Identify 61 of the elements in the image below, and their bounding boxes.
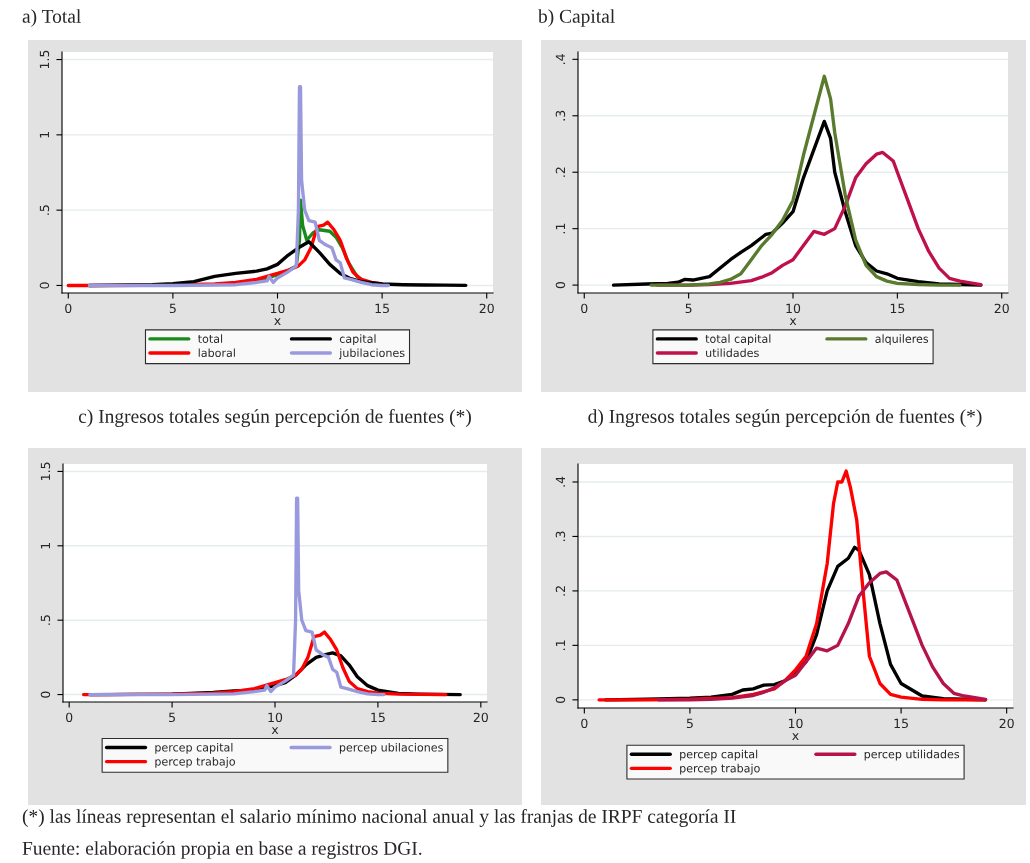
x-tick-label: 5 — [685, 303, 692, 314]
x-tick-label: 10 — [786, 303, 801, 314]
y-tick-label: .2 — [555, 167, 565, 177]
x-tick-label: 15 — [371, 712, 385, 723]
y-tick-label: .5 — [39, 205, 50, 215]
legend-label: percep trabajo — [155, 757, 235, 768]
x-tick-label: 0 — [66, 712, 73, 723]
legend-label: percep capital — [155, 742, 233, 754]
legend-label: percep capital — [680, 749, 758, 761]
y-tick-label: .1 — [555, 223, 565, 234]
x-tick-label: 20 — [473, 712, 488, 723]
y-tick-label: 1 — [40, 542, 50, 549]
legend-label: utilidades — [706, 348, 759, 358]
legend-label: percep ubilaciones — [339, 742, 443, 754]
y-tick-label: .3 — [555, 110, 566, 121]
x-axis-title: x — [792, 733, 799, 741]
legend-label: jubilaciones — [339, 348, 405, 360]
legend-label: total capital — [705, 334, 771, 346]
x-tick-label: 20 — [479, 303, 494, 314]
x-tick-label: 15 — [894, 718, 908, 729]
chart-title: a) Total — [22, 9, 81, 27]
x-tick-label: 10 — [788, 718, 803, 729]
x-tick-label: 0 — [65, 303, 72, 314]
y-tick-label: 1.5 — [39, 50, 50, 69]
legend-label: percep trabajo — [680, 763, 760, 775]
y-tick-label: .2 — [555, 586, 565, 596]
x-tick-label: 10 — [270, 303, 285, 314]
x-axis-title: x — [274, 318, 281, 326]
y-tick-label: 0 — [40, 691, 51, 698]
legend-label: laboral — [198, 348, 235, 358]
x-tick-label: 10 — [268, 712, 283, 723]
x-axis-title: x — [271, 727, 279, 735]
legend-label: alquileres — [875, 334, 929, 346]
x-axis-title: x — [789, 318, 797, 326]
y-tick-label: 0 — [555, 281, 566, 289]
legend-label: capital — [339, 334, 376, 346]
chart-title: b) Capital — [538, 9, 615, 27]
y-tick-label: .4 — [555, 476, 565, 487]
chart-title: c) Ingresos totales según percepción de fuentes (*) — [78, 409, 471, 427]
y-tick-label: .5 — [40, 615, 51, 625]
y-tick-label: .1 — [555, 640, 565, 650]
y-tick-label: 1 — [39, 132, 49, 138]
y-tick-label: .3 — [555, 531, 566, 542]
y-tick-label: 0 — [555, 696, 566, 703]
x-tick-label: 15 — [375, 303, 389, 314]
y-tick-label: 0 — [39, 282, 50, 289]
x-tick-label: 5 — [686, 718, 693, 729]
text: (*) las líneas representan el salario mínimo nacional anual y las franjas de IRPF categoría II — [22, 809, 736, 827]
x-tick-label: 20 — [994, 303, 1009, 314]
chart-title: d) Ingresos totales según percepción de fuentes (*) — [588, 409, 982, 427]
x-tick-label: 20 — [999, 718, 1014, 729]
y-tick-label: 1.5 — [40, 462, 51, 480]
legend-label: percep utilidades — [864, 749, 960, 761]
source-note: Fuente: elaboración propia en base a registros DGI. — [22, 841, 422, 859]
x-tick-label: 5 — [169, 303, 176, 314]
y-tick-label: .4 — [555, 54, 565, 64]
legend-label: total — [198, 334, 223, 343]
x-tick-label: 15 — [890, 303, 905, 314]
x-tick-label: 0 — [581, 303, 588, 314]
x-tick-label: 0 — [581, 718, 588, 729]
x-tick-label: 5 — [169, 712, 175, 723]
